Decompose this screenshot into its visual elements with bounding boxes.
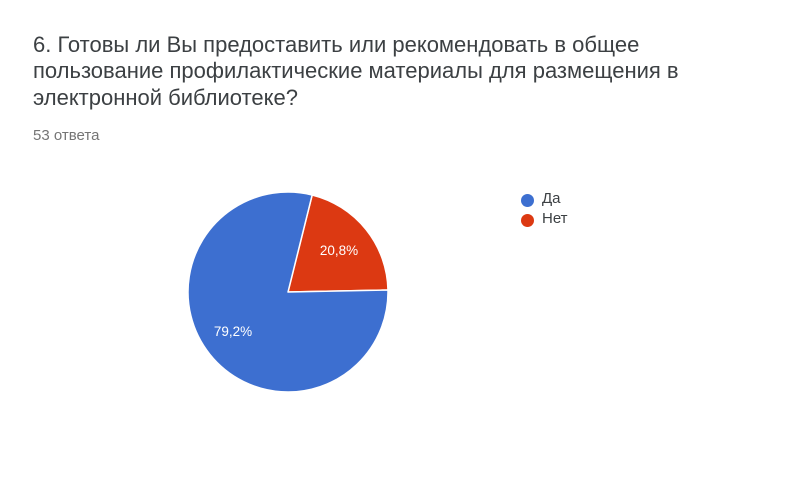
- svg-text:79,2%: 79,2%: [214, 324, 252, 339]
- svg-text:20,8%: 20,8%: [320, 243, 358, 258]
